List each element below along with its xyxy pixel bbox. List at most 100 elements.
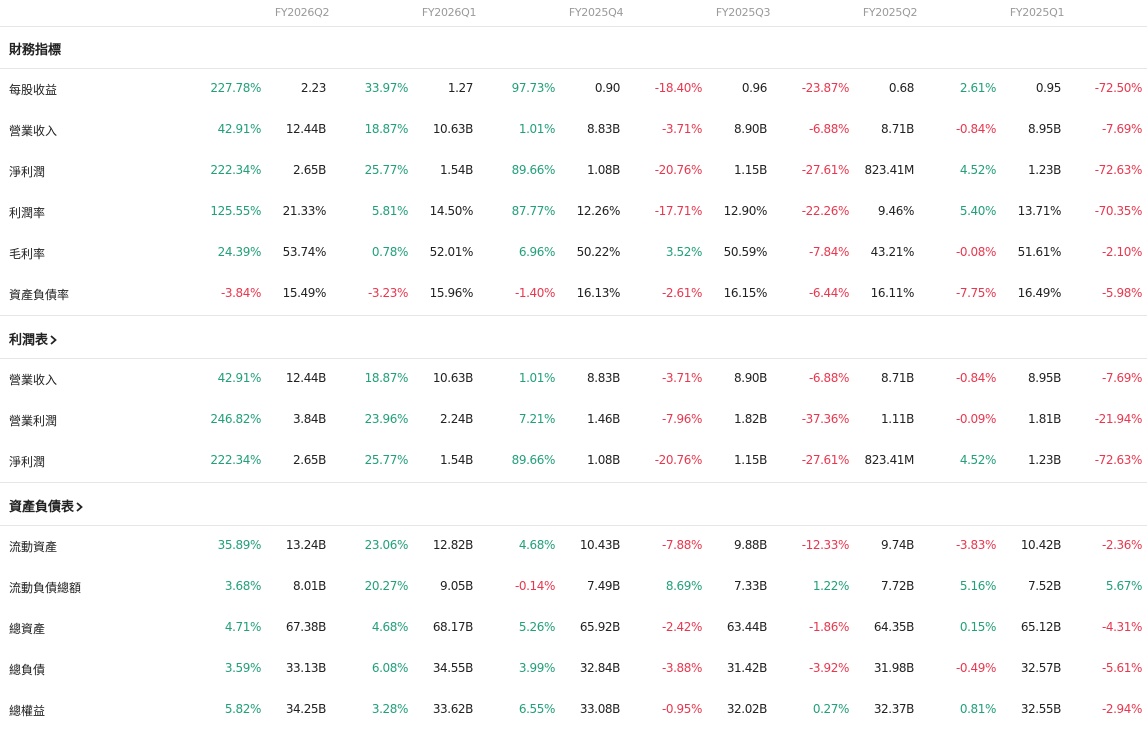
period-value: 0.96 — [741, 81, 768, 95]
change-percent: -7.88% — [661, 538, 702, 552]
period-value: 1.54B — [440, 453, 473, 467]
section-title[interactable]: 利潤表 — [9, 329, 57, 348]
change-percent: 18.87% — [364, 371, 409, 385]
section-title-label: 財務指標 — [9, 43, 62, 58]
change-percent: 5.67% — [1105, 579, 1143, 593]
change-percent: -2.94% — [1101, 702, 1142, 716]
table-row: 總負債 3.59% 33.13B 6.08% 34.55B 3.99% 32.84B -3.8… — [0, 649, 1147, 690]
period-value: 32.55B — [1020, 702, 1062, 716]
change-percent: 1.22% — [812, 579, 850, 593]
period-value: 1.11B — [881, 412, 914, 426]
period-value: 8.90B — [734, 122, 767, 136]
change-percent: -6.88% — [808, 122, 849, 136]
period-value: 9.46% — [877, 204, 915, 218]
change-percent: 97.73% — [511, 81, 556, 95]
change-percent: 3.52% — [665, 245, 703, 259]
period-value: 68.17B — [432, 620, 474, 634]
change-percent: 222.34% — [210, 163, 261, 177]
period-value: 1.46B — [587, 412, 620, 426]
row-label: 利潤率 — [9, 206, 46, 220]
period-value: 9.05B — [440, 579, 473, 593]
period-value: 2.65B — [293, 453, 326, 467]
period-value: 50.22% — [576, 245, 621, 259]
period-value: 34.55B — [432, 661, 474, 675]
period-value: 52.01% — [429, 245, 474, 259]
row-label: 資產負債率 — [9, 288, 70, 302]
period-value: 823.41M — [864, 453, 914, 467]
period-value: 32.02B — [726, 702, 768, 716]
table-row: 毛利率 24.39% 53.74% 0.78% 52.01% 6.96% 50.22% 3.5… — [0, 233, 1147, 274]
period-value: 3.84B — [293, 412, 326, 426]
period-value: 53.74% — [282, 245, 327, 259]
period-value: 32.84B — [579, 661, 621, 675]
change-percent: -5.98% — [1101, 286, 1142, 300]
period-value: 1.27 — [447, 81, 474, 95]
change-percent: 23.06% — [364, 538, 409, 552]
change-percent: -12.33% — [801, 538, 850, 552]
change-percent: -3.84% — [220, 286, 261, 300]
table-row: 總資產 4.71% 67.38B 4.68% 68.17B 5.26% 65.92B -2.4… — [0, 608, 1147, 649]
period-value: 7.33B — [734, 579, 767, 593]
change-percent: 0.27% — [812, 702, 850, 716]
change-percent: 87.77% — [511, 204, 556, 218]
period-value: 15.49% — [282, 286, 327, 300]
period-value: 15.96% — [429, 286, 474, 300]
change-percent: 23.96% — [364, 412, 409, 426]
change-percent: 33.97% — [364, 81, 409, 95]
chevron-right-icon[interactable] — [50, 333, 57, 348]
period-value: 12.26% — [576, 204, 621, 218]
table-row: 營業收入 42.91% 12.44B 18.87% 10.63B 1.01% 8.83B -3… — [0, 359, 1147, 400]
change-percent: -72.50% — [1094, 81, 1143, 95]
period-header-4: FY2025Q2 — [862, 6, 918, 19]
change-percent: 1.01% — [518, 122, 556, 136]
table-row: 總權益 5.82% 34.25B 3.28% 33.62B 6.55% 33.08B -0.9… — [0, 690, 1147, 731]
period-value: 14.50% — [429, 204, 474, 218]
period-value: 1.54B — [440, 163, 473, 177]
table-row: 淨利潤 222.34% 2.65B 25.77% 1.54B 89.66% 1.08B -20… — [0, 441, 1147, 482]
change-percent: 7.21% — [518, 412, 556, 426]
row-label: 總負債 — [9, 663, 46, 677]
change-percent: -17.71% — [654, 204, 703, 218]
change-percent: -0.84% — [955, 371, 996, 385]
period-value: 33.62B — [432, 702, 474, 716]
section-divider — [0, 358, 1147, 359]
row-label: 營業收入 — [9, 373, 58, 387]
period-value: 8.90B — [734, 371, 767, 385]
table-row: 流動負債總額 3.68% 8.01B 20.27% 9.05B -0.14% 7.49B 8.… — [0, 567, 1147, 608]
section-title-label: 資產負債表 — [9, 500, 75, 515]
period-value: 34.25B — [285, 702, 327, 716]
period-value: 12.44B — [285, 371, 327, 385]
period-value: 8.71B — [881, 371, 914, 385]
change-percent: -0.09% — [955, 412, 996, 426]
change-percent: 3.68% — [224, 579, 262, 593]
period-header-3: FY2025Q3 — [715, 6, 771, 19]
period-value: 1.08B — [587, 163, 620, 177]
change-percent: -1.40% — [514, 286, 555, 300]
period-value: 12.90% — [723, 204, 768, 218]
period-value: 16.13% — [576, 286, 621, 300]
section-title[interactable]: 資產負債表 — [9, 496, 83, 515]
period-value: 50.59% — [723, 245, 768, 259]
change-percent: -7.69% — [1101, 371, 1142, 385]
period-value: 65.92B — [579, 620, 621, 634]
period-value: 0.90 — [594, 81, 621, 95]
change-percent: -7.84% — [808, 245, 849, 259]
chevron-right-icon[interactable] — [76, 500, 83, 515]
change-percent: -2.61% — [661, 286, 702, 300]
change-percent: 35.89% — [217, 538, 262, 552]
period-value: 33.08B — [579, 702, 621, 716]
change-percent: -3.88% — [661, 661, 702, 675]
table-row: 淨利潤 222.34% 2.65B 25.77% 1.54B 89.66% 1.08B -20… — [0, 151, 1147, 192]
change-percent: -3.23% — [367, 286, 408, 300]
period-value: 16.15% — [723, 286, 768, 300]
change-percent: 6.96% — [518, 245, 556, 259]
change-percent: 5.81% — [371, 204, 409, 218]
period-value: 10.43B — [579, 538, 621, 552]
change-percent: 6.08% — [371, 661, 409, 675]
period-value: 8.83B — [587, 371, 620, 385]
change-percent: 5.40% — [959, 204, 997, 218]
table-row: 資產負債率 -3.84% 15.49% -3.23% 15.96% -1.40% 16.13… — [0, 274, 1147, 315]
change-percent: 3.99% — [518, 661, 556, 675]
change-percent: -0.84% — [955, 122, 996, 136]
